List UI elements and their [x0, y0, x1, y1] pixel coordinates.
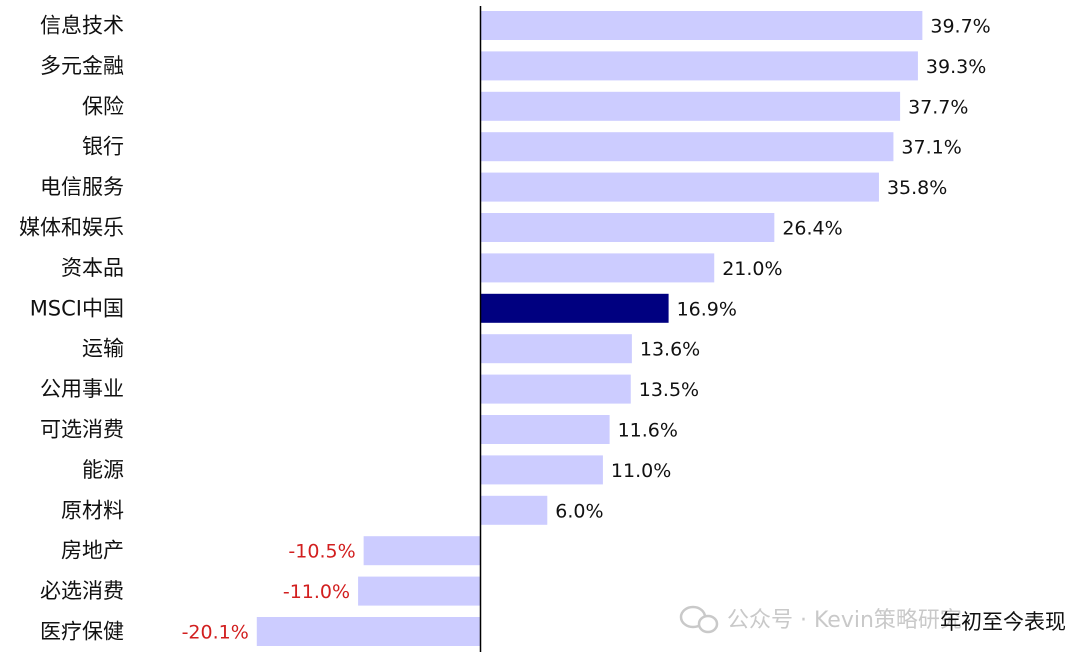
bar-15 — [256, 617, 481, 646]
wechat-icon — [679, 605, 719, 634]
category-label: MSCI中国 — [30, 296, 124, 320]
highlight-bar — [480, 293, 669, 323]
bar-11 — [480, 455, 603, 485]
value-label: 11.6% — [618, 420, 678, 442]
bar-3 — [480, 132, 894, 162]
category-label: 可选消费 — [40, 418, 124, 442]
category-label: 资本品 — [61, 256, 124, 280]
category-label: 信息技术 — [40, 14, 124, 38]
value-label: 39.7% — [930, 16, 990, 38]
category-label: 保险 — [82, 94, 124, 118]
watermark-text: 公众号 · Kevin策略研究 — [727, 608, 962, 633]
category-label: 媒体和娱乐 — [19, 216, 124, 240]
bar-0 — [480, 11, 923, 40]
bar-10 — [480, 415, 610, 444]
value-label: 21.0% — [722, 258, 782, 280]
bars-group: 信息技术 39.7% 多元金融 39.3% 保险 37.7% 银行 37.1% 电信服务 35.8… — [19, 11, 991, 646]
bar-9 — [480, 374, 631, 404]
category-label: 运输 — [82, 337, 124, 361]
value-label: 13.6% — [640, 339, 700, 361]
bar-4 — [480, 172, 879, 202]
bar-12 — [480, 495, 548, 525]
category-label: 银行 — [82, 135, 124, 159]
category-label: 多元金融 — [40, 54, 124, 78]
bar-13 — [363, 536, 481, 566]
chart-annotation: 年初至今表现 — [940, 610, 1066, 634]
watermark: 公众号 · Kevin策略研究 — [679, 605, 962, 634]
value-label: -20.1% — [182, 622, 249, 644]
category-label: 医疗保健 — [40, 620, 124, 644]
value-label: 35.8% — [887, 177, 947, 199]
value-label: -11.0% — [283, 581, 350, 603]
bar-1 — [480, 51, 918, 81]
category-label: 必选消费 — [40, 579, 124, 603]
bar-2 — [480, 91, 901, 121]
category-label: 房地产 — [61, 539, 124, 563]
value-label: 11.0% — [611, 460, 671, 482]
category-label: 原材料 — [61, 498, 124, 522]
bar-8 — [480, 334, 632, 364]
value-label: 37.1% — [901, 137, 961, 159]
value-label: 39.3% — [926, 56, 986, 78]
value-label: 37.7% — [908, 96, 968, 118]
category-label: 公用事业 — [40, 377, 124, 401]
value-label: 13.5% — [639, 379, 699, 401]
bar-6 — [480, 253, 715, 283]
bar-5 — [480, 213, 775, 242]
value-label: -10.5% — [288, 541, 355, 563]
value-label: 16.9% — [677, 298, 737, 320]
category-label: 能源 — [82, 458, 124, 482]
category-label: 电信服务 — [40, 175, 124, 199]
bar-14 — [358, 576, 481, 606]
value-label: 26.4% — [782, 218, 842, 240]
value-label: 6.0% — [555, 500, 603, 522]
